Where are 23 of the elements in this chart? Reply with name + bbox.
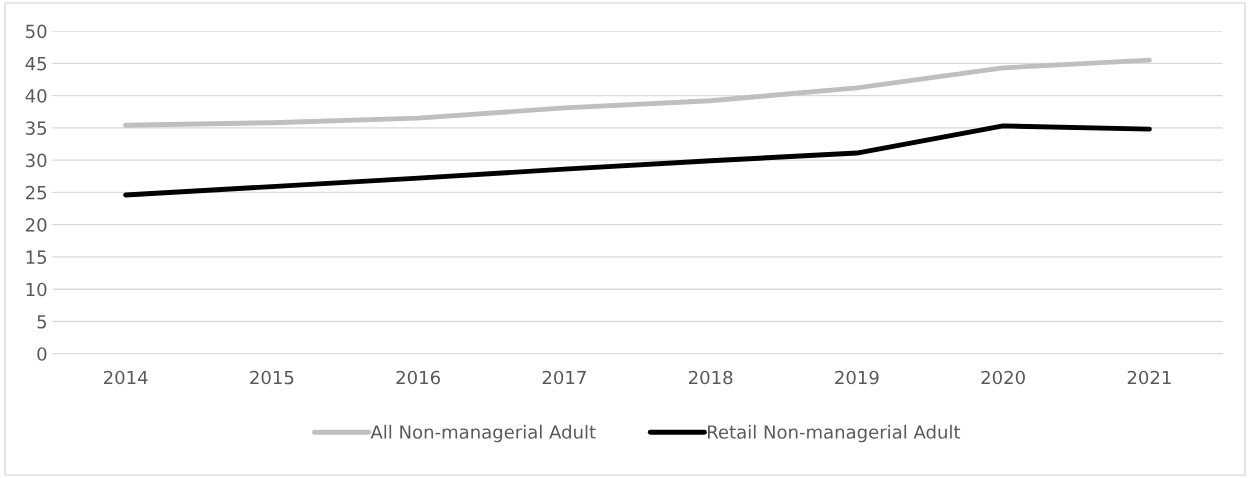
y-tick-label: 25: [25, 185, 47, 200]
y-tick-label: 30: [26, 153, 47, 168]
y-tick-label: 20: [25, 218, 47, 232]
legend-label: All Non-managerial Adult: [370, 424, 596, 443]
line-series: [123, 123, 1152, 198]
y-tick-label: 10: [26, 282, 47, 297]
x-tick-label: 2017: [542, 370, 586, 385]
y-tick-label: 45: [25, 57, 47, 71]
x-tick-label: 2020: [981, 370, 1025, 385]
line-series: [123, 57, 1152, 128]
x-tick-label: 2016: [396, 370, 440, 385]
y-tick-label: 0: [37, 347, 47, 361]
x-tick-label: 2019: [835, 370, 879, 385]
y-tick-label: 40: [25, 89, 47, 103]
x-tick-label: 2018: [688, 370, 733, 385]
x-tick-label: 2014: [103, 370, 148, 385]
y-tick-label: 35: [26, 121, 47, 135]
legend-label: Retail Non-managerial Adult: [708, 424, 961, 443]
x-tick-label: 2015: [250, 370, 294, 385]
y-tick-label: 15: [26, 250, 47, 265]
y-tick-label: 5: [37, 315, 47, 329]
x-tick-label: 2021: [1127, 370, 1171, 385]
y-tick-label: 50: [26, 24, 47, 39]
